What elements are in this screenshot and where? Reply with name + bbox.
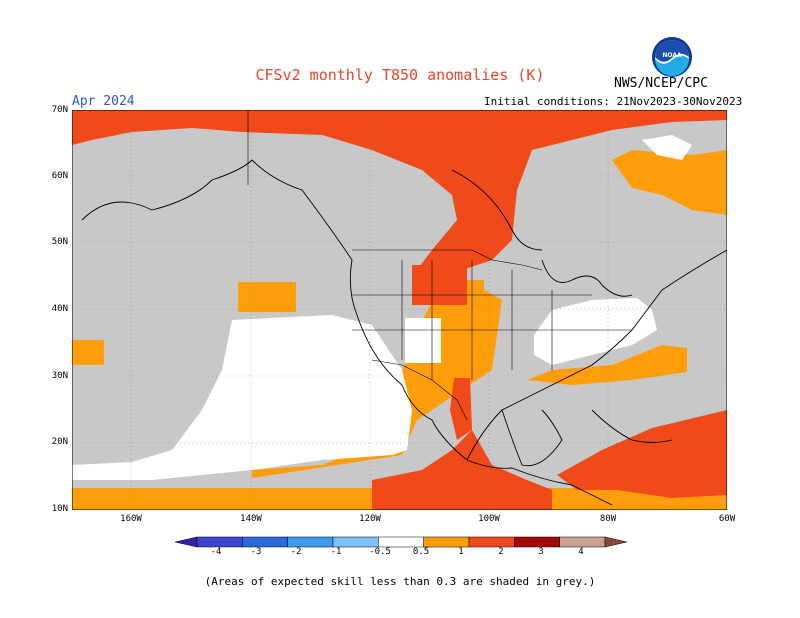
lat-label: 50N <box>51 237 68 247</box>
colorbar-cell <box>332 536 379 548</box>
colorbar-label: 1 <box>458 547 464 557</box>
colorbar-label: 3 <box>538 547 544 557</box>
colorbar-cell <box>378 536 424 548</box>
colorbar-cell <box>287 536 334 548</box>
colorbar-cell <box>514 536 560 548</box>
political-borders <box>247 110 632 421</box>
lon-label: 160W <box>120 514 142 524</box>
colorbar-cell <box>559 536 606 548</box>
lon-label: 60W <box>718 514 736 524</box>
colorbar-cell <box>468 536 515 548</box>
anomaly-map <box>72 110 727 510</box>
colorbar-cell <box>604 536 627 548</box>
lat-label: 60N <box>51 171 68 181</box>
colorbar-cell <box>175 536 198 548</box>
near-zero-anomaly <box>72 135 692 480</box>
colorbar-label: 0.5 <box>412 547 430 557</box>
colorbar-label: 4 <box>578 547 584 557</box>
lat-label: 40N <box>51 304 68 314</box>
map-title: CFSv2 monthly T850 anomalies (K) <box>255 66 545 84</box>
colorbar-label: -3 <box>250 547 262 557</box>
colorbar-label: -0.5 <box>369 547 391 557</box>
skill-footnote: (Areas of expected skill less than 0.3 a… <box>204 575 596 588</box>
colorbar-cell <box>196 536 243 548</box>
colorbar-label: -1 <box>330 547 342 557</box>
lat-label: 30N <box>51 371 68 381</box>
lat-label: 70N <box>51 105 68 115</box>
lon-label: 120W <box>359 514 381 524</box>
colorbar <box>175 536 627 548</box>
lat-label: 20N <box>51 437 68 447</box>
colorbar-label: -2 <box>290 547 302 557</box>
svg-text:NOAA: NOAA <box>662 52 682 59</box>
valid-month: Apr 2024 <box>72 94 135 109</box>
anomaly-1-to-2 <box>72 110 727 510</box>
graticule <box>72 110 727 510</box>
noaa-logo: NOAA <box>652 37 692 77</box>
coastlines <box>81 159 727 506</box>
lon-label: 140W <box>240 514 262 524</box>
colorbar-label: 2 <box>498 547 504 557</box>
initial-conditions: Initial conditions: 21Nov2023-30Nov2023 <box>484 95 743 108</box>
lat-label: 10N <box>51 504 68 514</box>
colorbar-label: -4 <box>210 547 222 557</box>
colorbar-cell <box>242 536 288 548</box>
colorbar-cell <box>423 536 470 548</box>
agency-label: NWS/NCEP/CPC <box>614 76 708 91</box>
lon-label: 100W <box>478 514 500 524</box>
lon-label: 80W <box>599 514 617 524</box>
